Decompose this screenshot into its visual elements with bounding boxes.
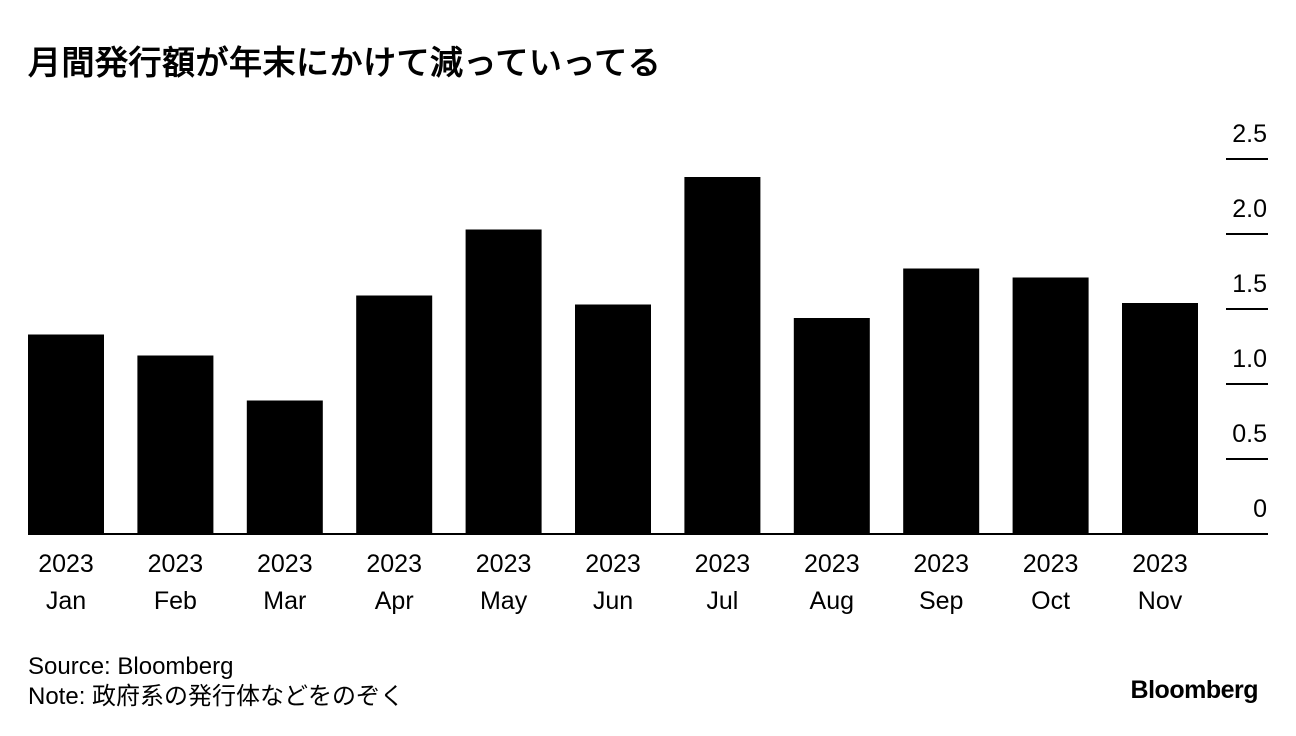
x-tick-month-label: Nov xyxy=(1138,587,1183,615)
note-text: Note: 政府系の発行体などをのぞく xyxy=(28,683,405,710)
bar-aug xyxy=(793,318,870,534)
x-tick-year-label: 2023 xyxy=(366,550,422,578)
source-text: Source: Bloomberg xyxy=(28,653,234,680)
x-tick-month-label: Feb xyxy=(154,587,197,615)
bloomberg-logo: Bloomberg xyxy=(1130,676,1259,704)
x-tick-year-label: 2023 xyxy=(913,550,969,578)
bar-sep xyxy=(903,268,980,534)
x-tick-month-label: Sep xyxy=(919,587,963,615)
bar-nov xyxy=(1122,303,1198,534)
bar-jul xyxy=(684,177,761,534)
bar-jun xyxy=(575,304,651,534)
x-tick-year-label: 2023 xyxy=(585,550,641,578)
y-tick-label: 0 xyxy=(1253,495,1267,523)
x-tick-month-label: Jun xyxy=(593,587,633,615)
x-tick-month-label: Jul xyxy=(706,587,738,615)
bar-feb xyxy=(137,355,214,534)
x-tick-year-label: 2023 xyxy=(1132,550,1188,578)
y-tick-label: 1.5 xyxy=(1232,270,1267,298)
x-tick-year-label: 2023 xyxy=(257,550,313,578)
y-tick-label: 2.0 xyxy=(1232,195,1267,223)
x-tick-month-label: May xyxy=(480,587,528,615)
x-tick-month-label: Mar xyxy=(263,587,306,615)
bar-oct xyxy=(1012,277,1089,534)
bar-chart: 00.51.01.52.02.5 2023Jan2023Feb2023Mar20… xyxy=(28,120,1268,615)
y-tick-label: 2.5 xyxy=(1232,120,1267,148)
bar-apr xyxy=(356,295,433,534)
x-tick-month-label: Jan xyxy=(46,587,86,615)
y-tick-label: 1.0 xyxy=(1232,345,1267,373)
bar-may xyxy=(465,229,542,534)
x-tick-year-label: 2023 xyxy=(695,550,751,578)
x-tick-year-label: 2023 xyxy=(1023,550,1079,578)
x-tick-year-label: 2023 xyxy=(804,550,860,578)
x-tick-year-label: 2023 xyxy=(38,550,94,578)
x-tick-month-label: Aug xyxy=(810,587,854,615)
y-tick-label: 0.5 xyxy=(1232,420,1267,448)
bar-mar xyxy=(246,400,323,534)
chart-title: 月間発行額が年末にかけて減っていってる xyxy=(28,43,662,82)
x-axis: 2023 Jan 2023 Feb 2023 Mar 2023 Apr 2023 May 2023 J… xyxy=(28,533,1268,615)
y-axis: 0 0.5 1.0 1.5 2.0 2.5 xyxy=(1226,120,1268,523)
x-tick-year-label: 2023 xyxy=(476,550,532,578)
bar-jan xyxy=(28,334,104,534)
chart-footer: Source: Bloomberg Note: 政府系の発行体などをのぞく xyxy=(28,652,404,712)
bars-group xyxy=(28,177,1198,534)
x-tick-month-label: Apr xyxy=(375,587,414,615)
x-tick-year-label: 2023 xyxy=(148,550,204,578)
x-tick-month-label: Oct xyxy=(1031,587,1070,615)
